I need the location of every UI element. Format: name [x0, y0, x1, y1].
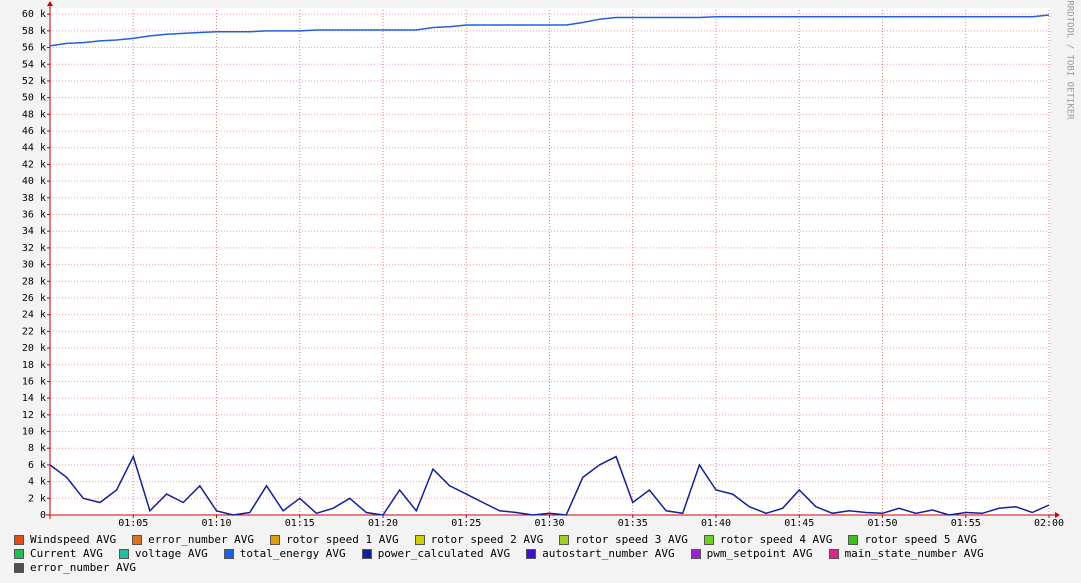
x-tick-label: 01:20 — [368, 518, 398, 529]
y-tick-label: 56 k — [22, 43, 46, 54]
legend-swatch — [848, 535, 859, 545]
legend-item: Current AVG — [14, 547, 103, 561]
legend-swatch — [14, 549, 24, 559]
legend-swatch — [14, 563, 24, 573]
series-line — [49, 14, 1050, 47]
y-tick-label: 54 k — [22, 59, 46, 70]
y-tick-label: 28 k — [22, 276, 46, 287]
legend-item: rotor speed 3 AVG — [559, 533, 688, 547]
y-tick-label: 30 k — [22, 260, 46, 271]
legend-swatch — [703, 535, 714, 545]
legend-label: rotor speed 5 AVG — [864, 533, 978, 546]
legend-item: pwm_setpoint AVG — [690, 547, 813, 561]
legend-item: rotor speed 1 AVG — [270, 533, 399, 547]
legend-swatch — [14, 535, 24, 545]
legend-swatch — [118, 549, 129, 559]
legend-label: error_number AVG — [148, 533, 255, 546]
legend-label: rotor speed 1 AVG — [286, 533, 399, 546]
y-tick-label: 60 k — [22, 9, 46, 20]
x-tick-label: 01:40 — [701, 518, 731, 529]
legend-swatch — [270, 535, 281, 545]
y-tick-label: 50 k — [22, 93, 46, 104]
legend-label: error_number AVG — [30, 561, 136, 574]
y-tick-label: 36 k — [22, 210, 46, 221]
legend-swatch — [526, 549, 537, 559]
legend-label: pwm_setpoint AVG — [706, 547, 813, 560]
y-tick-label: 18 k — [22, 360, 46, 371]
legend-item: autostart_number AVG — [526, 547, 675, 561]
legend-item: error_number AVG — [132, 533, 254, 547]
x-tick-label: 01:35 — [618, 518, 648, 529]
legend-item: Windspeed AVG — [14, 533, 116, 547]
x-tick-label: 01:45 — [784, 518, 814, 529]
legend-label: total_energy AVG — [239, 547, 346, 560]
legend-swatch — [132, 535, 143, 545]
y-tick-label: 22 k — [22, 326, 46, 337]
y-tick-label: 8 k — [28, 443, 46, 454]
y-tick-label: 46 k — [22, 126, 46, 137]
x-tick-label: 02:00 — [1034, 518, 1064, 529]
y-tick-label: 52 k — [22, 76, 46, 87]
y-tick-label: 14 k — [22, 393, 46, 404]
legend-item: rotor speed 5 AVG — [848, 533, 977, 547]
y-tick-label: 58 k — [22, 26, 46, 37]
legend-label: rotor speed 2 AVG — [430, 533, 544, 546]
legend-swatch — [690, 549, 701, 559]
x-tick-label: 01:55 — [951, 518, 981, 529]
y-tick-label: 0 — [40, 510, 46, 521]
legend-item: voltage AVG — [118, 547, 208, 561]
legend-swatch — [559, 535, 570, 545]
legend: Windspeed AVG error_number AVG rotor speed… — [14, 533, 1078, 575]
legend-label: voltage AVG — [134, 547, 208, 560]
axis-arrow — [1055, 512, 1060, 518]
legend-swatch — [361, 549, 372, 559]
y-tick-label: 16 k — [22, 376, 46, 387]
y-tick-label: 26 k — [22, 293, 46, 304]
y-tick-label: 10 k — [22, 427, 46, 438]
y-tick-label: 12 k — [22, 410, 46, 421]
legend-label: Current AVG — [30, 547, 103, 560]
y-tick-label: 20 k — [22, 343, 46, 354]
y-tick-label: 32 k — [22, 243, 46, 254]
axis-arrow — [47, 1, 53, 6]
legend-label: power_calculated AVG — [377, 547, 511, 560]
x-tick-label: 01:50 — [867, 518, 897, 529]
x-tick-label: 01:10 — [201, 518, 231, 529]
y-tick-label: 4 k — [28, 477, 46, 488]
y-tick-label: 34 k — [22, 226, 46, 237]
legend-swatch — [828, 549, 839, 559]
y-tick-label: 6 k — [28, 460, 46, 471]
y-tick-label: 40 k — [22, 176, 46, 187]
legend-label: main_state_number AVG — [844, 547, 984, 560]
y-tick-label: 2 k — [28, 493, 46, 504]
x-tick-label: 01:05 — [118, 518, 148, 529]
x-tick-label: 01:25 — [451, 518, 481, 529]
legend-label: rotor speed 4 AVG — [719, 533, 833, 546]
legend-label: autostart_number AVG — [542, 547, 675, 560]
legend-item: rotor speed 2 AVG — [414, 533, 544, 547]
legend-item: power_calculated AVG — [361, 547, 511, 561]
legend-label: Windspeed AVG — [30, 533, 117, 546]
y-tick-label: 42 k — [22, 159, 46, 170]
x-tick-label: 01:30 — [534, 518, 564, 529]
legend-item: main_state_number AVG — [828, 547, 984, 561]
y-tick-label: 38 k — [22, 193, 46, 204]
series-line — [49, 454, 1050, 516]
x-tick-label: 01:15 — [285, 518, 315, 529]
legend-label: rotor speed 3 AVG — [575, 533, 688, 546]
legend-swatch — [414, 535, 425, 545]
legend-swatch — [223, 549, 234, 559]
legend-item: rotor speed 4 AVG — [703, 533, 833, 547]
watermark: RRDTOOL / TOBI OETIKER — [1065, 0, 1075, 120]
legend-item: total_energy AVG — [223, 547, 346, 561]
y-tick-label: 48 k — [22, 109, 46, 120]
y-tick-label: 24 k — [22, 310, 46, 321]
legend-item: error_number AVG — [14, 561, 136, 575]
y-tick-label: 44 k — [22, 143, 46, 154]
